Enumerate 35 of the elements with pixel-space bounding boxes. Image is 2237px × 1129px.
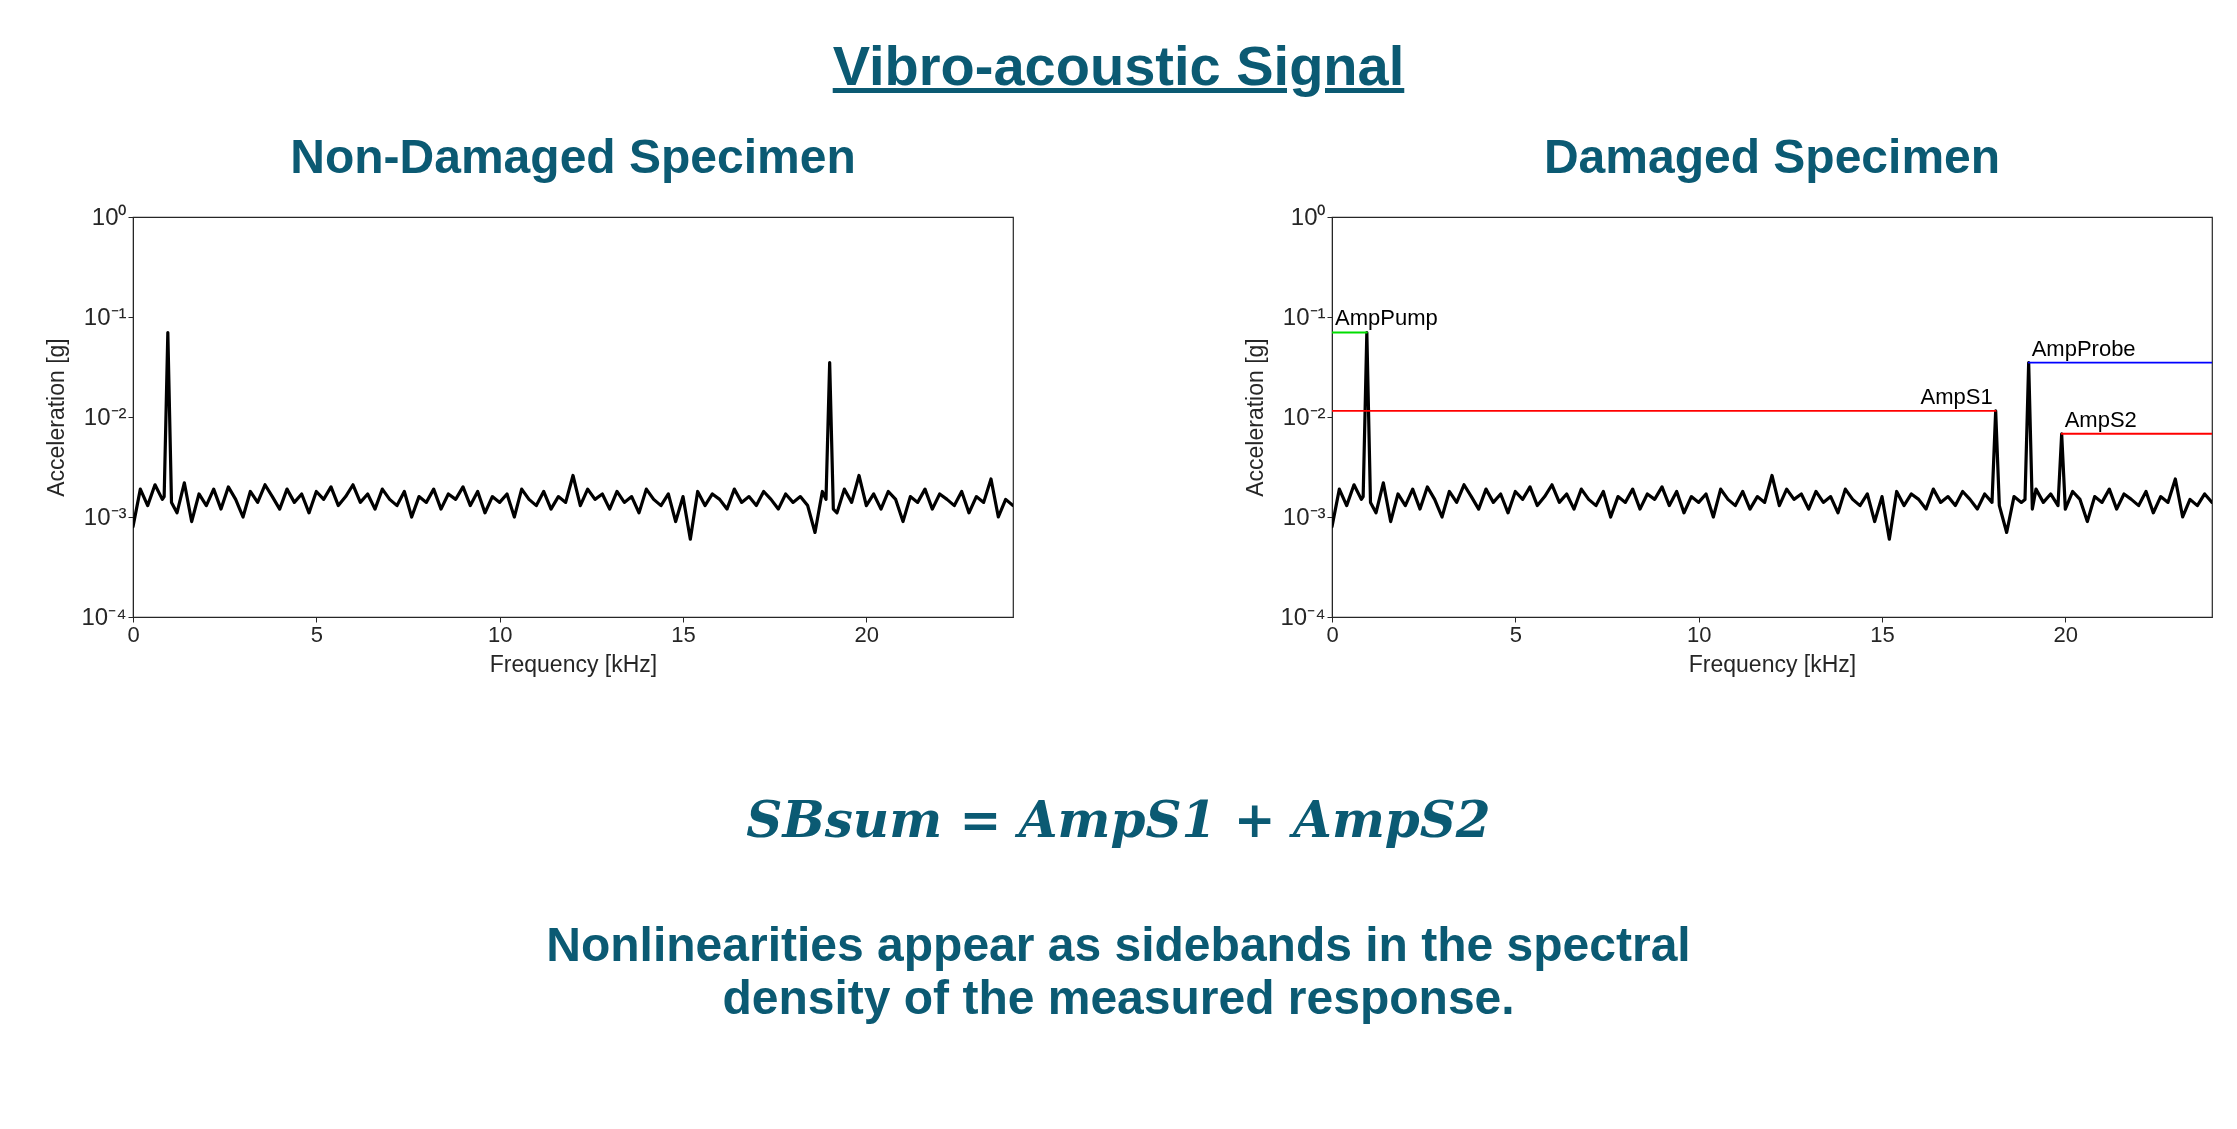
y-tick-label: 10⁻² bbox=[83, 402, 127, 430]
x-tick-label: 10 bbox=[487, 621, 513, 647]
y-tick-label: 10⁻⁴ bbox=[1280, 602, 1326, 630]
x-tick-label: 15 bbox=[1870, 621, 1895, 647]
y-tick-label: 10⁻² bbox=[1282, 402, 1326, 430]
x-tick-label: 10 bbox=[1686, 621, 1712, 647]
series-label: AmpProbe bbox=[2031, 335, 2136, 361]
y-tick-label: 10⁰ bbox=[1290, 202, 1326, 230]
chart-title: Non-Damaged Specimen bbox=[290, 130, 856, 183]
line-series bbox=[133, 330, 1013, 541]
x-tick-label: 0 bbox=[127, 621, 140, 647]
x-axis-title: Frequency [kHz] bbox=[1688, 650, 1857, 677]
text: SBsum = AmpS1 + AmpS2 bbox=[745, 790, 1492, 849]
text: Nonlinearities appear as sidebands in the spectral density of the measured response. bbox=[545, 918, 1692, 1025]
x-tick-label: 15 bbox=[671, 621, 696, 647]
y-tick-label: 10⁻³ bbox=[83, 502, 127, 530]
x-tick-label: 0 bbox=[1326, 621, 1339, 647]
x-tick-label: 20 bbox=[2053, 621, 2079, 647]
y-tick-label: 10⁻³ bbox=[1282, 502, 1326, 530]
x-tick-label: 5 bbox=[310, 621, 323, 647]
series-label: AmpPump bbox=[1335, 305, 1438, 331]
x-tick-label: 5 bbox=[1509, 621, 1522, 647]
series-label: AmpS1 bbox=[1920, 383, 1993, 409]
y-tick-label: 10⁻¹ bbox=[83, 302, 127, 330]
y-axis-title: Acceleration [g] bbox=[1242, 338, 1269, 497]
y-tick-label: 10⁻⁴ bbox=[81, 602, 127, 630]
x-tick-label: 20 bbox=[854, 621, 880, 647]
text: Vibro-acoustic Signal bbox=[832, 32, 1405, 98]
y-tick-label: 10⁰ bbox=[91, 202, 127, 230]
series-label: AmpS2 bbox=[2064, 406, 2137, 432]
line-series bbox=[1332, 330, 2212, 541]
y-axis-title: Acceleration [g] bbox=[43, 338, 70, 497]
y-tick-label: 10⁻¹ bbox=[1282, 302, 1326, 330]
x-axis-title: Frequency [kHz] bbox=[489, 650, 658, 677]
chart-title: Damaged Specimen bbox=[1543, 130, 2001, 183]
